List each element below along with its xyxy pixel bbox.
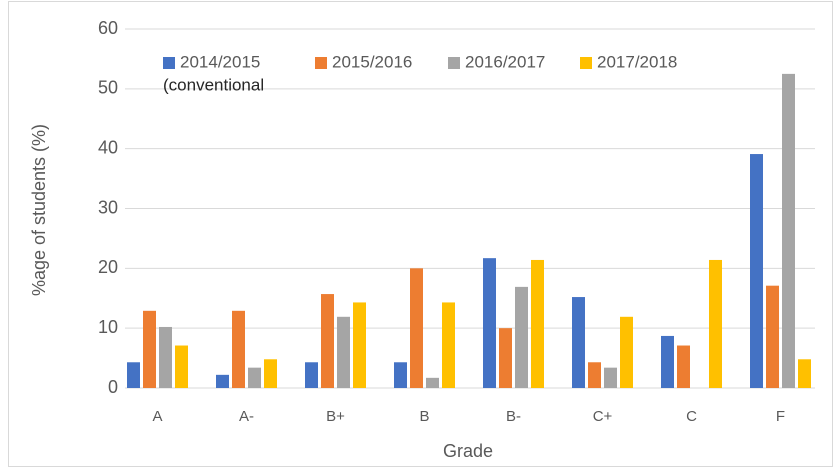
chart-frame — [8, 1, 833, 467]
x-tick-label: A — [152, 408, 162, 425]
bar — [321, 294, 334, 388]
y-tick-label: 10 — [98, 317, 118, 337]
bar — [426, 377, 439, 388]
bar — [337, 316, 350, 388]
bar — [232, 310, 245, 388]
bar — [127, 362, 140, 388]
legend-swatch — [315, 57, 327, 69]
legend-swatch — [580, 57, 592, 69]
bar — [216, 374, 229, 388]
legend-label: 2014/2015 — [180, 52, 260, 71]
y-axis-title: %age of students (%) — [29, 124, 49, 296]
y-tick-label: 0 — [108, 377, 118, 397]
bar — [353, 302, 366, 388]
bar — [264, 359, 277, 388]
bar — [143, 310, 156, 388]
bar — [410, 268, 423, 388]
bar — [661, 335, 674, 388]
x-tick-label: B+ — [326, 408, 345, 425]
legend-label: 2016/2017 — [465, 52, 545, 71]
x-tick-label: C — [686, 408, 697, 425]
bar — [531, 259, 544, 388]
bar — [175, 345, 188, 388]
bar — [782, 73, 795, 388]
bar — [159, 326, 172, 388]
y-tick-label: 30 — [98, 197, 118, 217]
bar — [248, 367, 261, 388]
bar — [515, 286, 528, 388]
x-axis-title: Grade — [443, 441, 493, 461]
legend-swatch — [163, 57, 175, 69]
y-tick-label: 50 — [98, 78, 118, 98]
bar — [483, 258, 496, 388]
y-tick-label: 40 — [98, 137, 118, 157]
bar — [588, 362, 601, 388]
bar — [620, 316, 633, 388]
bar — [604, 367, 617, 388]
bar — [394, 362, 407, 388]
x-tick-label: B- — [506, 408, 521, 425]
x-tick-label: A- — [239, 408, 254, 425]
legend-label: 2015/2016 — [332, 52, 412, 71]
legend-note: (conventional — [163, 75, 264, 94]
bar — [798, 359, 811, 388]
bar — [709, 259, 722, 388]
x-tick-label: F — [776, 408, 785, 425]
bar — [677, 345, 690, 388]
bar — [442, 302, 455, 388]
bar — [750, 154, 763, 388]
x-tick-label: B — [419, 408, 429, 425]
y-tick-label: 20 — [98, 257, 118, 277]
bar — [499, 328, 512, 388]
bar — [766, 285, 779, 388]
bar — [305, 362, 318, 388]
bar — [572, 297, 585, 388]
legend-label: 2017/2018 — [597, 52, 677, 71]
legend-swatch — [448, 57, 460, 69]
y-tick-label: 60 — [98, 18, 118, 38]
x-tick-label: C+ — [593, 408, 613, 425]
